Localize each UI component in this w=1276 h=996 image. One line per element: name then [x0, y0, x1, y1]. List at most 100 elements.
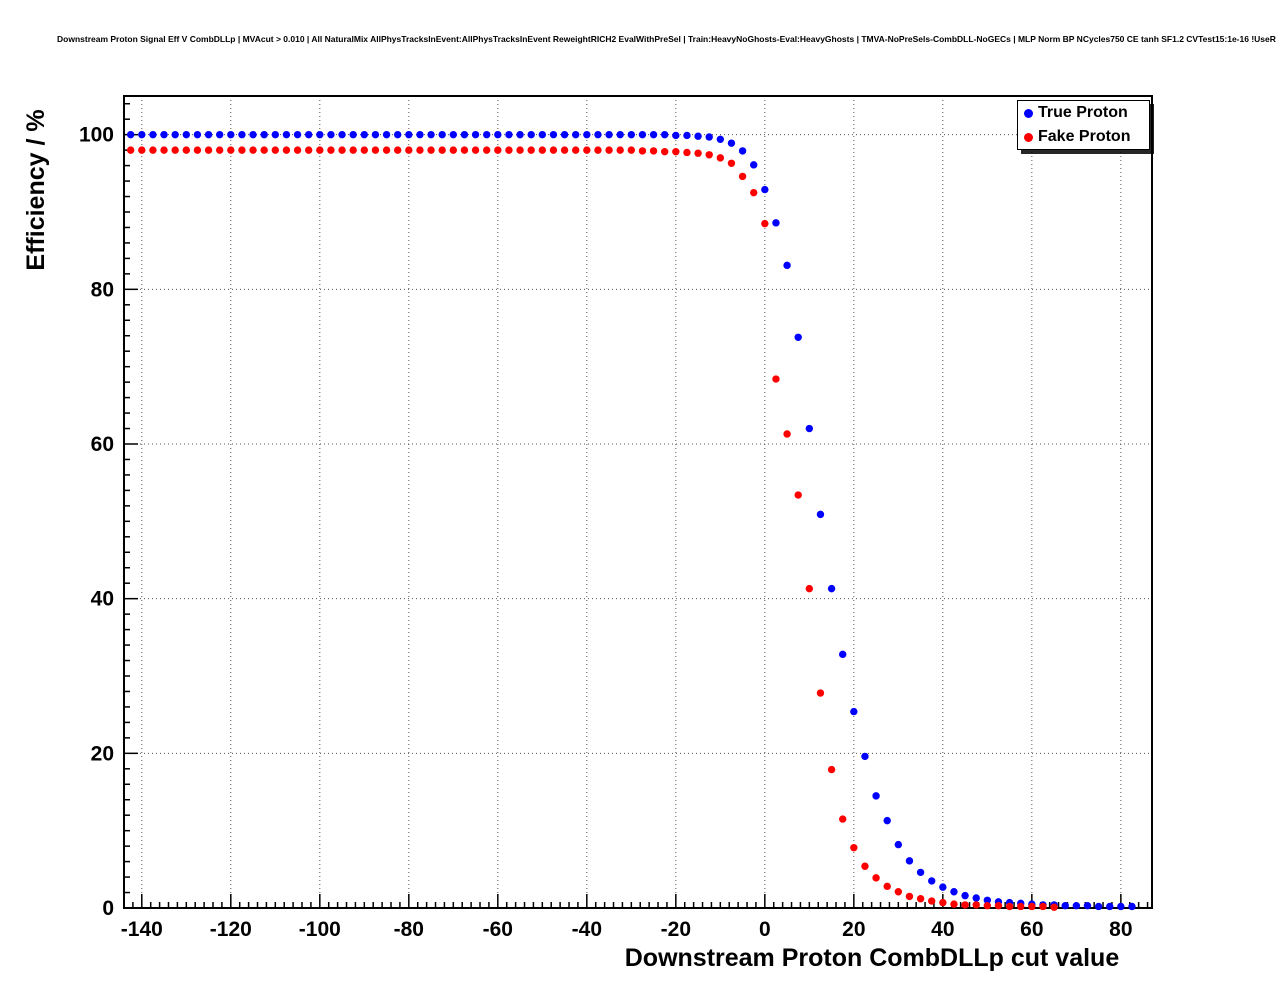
- fake-proton-data-point: [883, 882, 891, 891]
- true-proton-data-point: [371, 130, 380, 139]
- fake-proton-data-point: [616, 146, 624, 154]
- fake-proton-data-point: [371, 146, 380, 154]
- fake-proton-data-point: [661, 147, 669, 156]
- true-proton-data-point: [583, 130, 591, 139]
- fake-proton-data-point: [249, 146, 257, 154]
- fake-proton-data-point: [182, 146, 191, 154]
- true-proton-data-point: [894, 840, 903, 849]
- fake-proton-data-point: [494, 146, 502, 154]
- fake-proton-data-point: [393, 146, 402, 154]
- true-proton-data-point: [494, 130, 502, 139]
- x-tick-label: -100: [299, 918, 341, 941]
- true-proton-data-point: [905, 857, 914, 865]
- legend-label-true-proton: True Proton: [1038, 104, 1128, 121]
- fake-proton-data-point: [471, 146, 480, 154]
- fake-proton-marker-icon: [1024, 132, 1033, 142]
- fake-proton-data-point: [215, 146, 224, 154]
- fake-proton-data-point: [905, 892, 914, 901]
- true-proton-data-point: [1094, 902, 1103, 911]
- true-proton-data-point: [616, 130, 624, 139]
- fake-proton-data-point: [827, 765, 836, 774]
- true-proton-data-point: [972, 894, 980, 902]
- true-proton-data-point: [794, 333, 802, 341]
- true-proton-data-point: [171, 130, 179, 139]
- legend-label-fake-proton: Fake Proton: [1038, 128, 1131, 145]
- fake-proton-data-point: [271, 146, 280, 154]
- fake-proton-data-point: [727, 159, 736, 167]
- fake-proton-data-point: [482, 146, 491, 154]
- true-proton-data-point: [594, 130, 602, 139]
- fake-proton-data-point: [282, 146, 291, 154]
- true-proton-data-point: [1083, 901, 1092, 910]
- fake-proton-data-point: [449, 146, 458, 154]
- true-proton-data-point: [560, 130, 569, 139]
- true-proton-marker-icon: [1024, 108, 1033, 118]
- true-proton-data-point: [538, 130, 547, 139]
- true-proton-data-point: [772, 219, 780, 227]
- true-proton-data-point: [126, 130, 135, 139]
- true-proton-data-point: [416, 130, 424, 139]
- fake-proton-data-point: [1050, 903, 1058, 911]
- x-tick-label: 0: [759, 918, 771, 941]
- true-proton-data-point: [705, 133, 713, 141]
- fake-proton-data-point: [560, 146, 569, 154]
- fake-proton-data-point: [538, 146, 547, 154]
- fake-proton-data-point: [138, 146, 146, 154]
- true-proton-data-point: [527, 130, 535, 139]
- true-proton-data-point: [282, 130, 291, 139]
- true-proton-data-point: [872, 792, 880, 800]
- true-proton-data-point: [427, 130, 435, 139]
- true-proton-data-point: [360, 130, 369, 139]
- fake-proton-data-point: [683, 148, 691, 157]
- fake-proton-data-point: [627, 146, 636, 154]
- true-proton-data-point: [683, 131, 691, 140]
- fake-proton-data-point: [382, 146, 391, 154]
- fake-proton-data-point: [293, 146, 302, 154]
- fake-proton-data-point: [238, 146, 246, 154]
- y-tick-label: 60: [91, 433, 114, 456]
- fake-proton-data-point: [549, 146, 558, 154]
- true-proton-data-point: [204, 130, 213, 139]
- fake-proton-data-point: [405, 146, 413, 154]
- fake-proton-data-point: [649, 147, 658, 155]
- fake-proton-data-point: [460, 146, 469, 154]
- true-proton-data-point: [1061, 901, 1069, 910]
- true-proton-data-point: [816, 510, 825, 519]
- fake-proton-data-point: [950, 900, 958, 908]
- fake-proton-data-point: [916, 895, 925, 903]
- fake-proton-data-point: [638, 147, 647, 155]
- true-proton-data-point: [349, 130, 357, 139]
- plot-title: Downstream Proton Signal Eff V CombDLLp …: [57, 34, 1276, 44]
- true-proton-data-point: [783, 261, 791, 270]
- true-proton-data-point: [939, 883, 947, 891]
- true-proton-data-point: [327, 130, 335, 139]
- true-proton-data-point: [149, 130, 157, 139]
- true-proton-data-point: [260, 130, 268, 139]
- true-proton-data-point: [193, 130, 202, 139]
- true-proton-data-point: [460, 130, 469, 139]
- true-proton-data-point: [549, 130, 558, 139]
- true-proton-data-point: [393, 130, 402, 139]
- fake-proton-data-point: [327, 146, 335, 154]
- x-tick-label: 80: [1109, 918, 1132, 941]
- fake-proton-data-point: [160, 146, 168, 154]
- x-tick-label: -60: [483, 918, 513, 941]
- fake-proton-data-point: [983, 901, 992, 910]
- true-proton-data-point: [839, 650, 847, 659]
- fake-proton-data-point: [149, 146, 157, 154]
- true-proton-data-point: [827, 584, 836, 593]
- fake-proton-data-point: [1028, 902, 1036, 911]
- true-proton-data-point: [850, 707, 858, 716]
- fake-proton-data-point: [338, 146, 346, 154]
- fake-proton-data-point: [994, 901, 1003, 910]
- true-proton-data-point: [1117, 902, 1125, 911]
- true-proton-data-point: [304, 130, 313, 139]
- true-proton-data-point: [405, 130, 413, 139]
- fake-proton-data-point: [583, 146, 591, 154]
- true-proton-data-point: [438, 130, 446, 139]
- x-tick-label: 20: [842, 918, 865, 941]
- plot-frame: [123, 95, 1153, 909]
- fake-proton-data-point: [805, 584, 814, 593]
